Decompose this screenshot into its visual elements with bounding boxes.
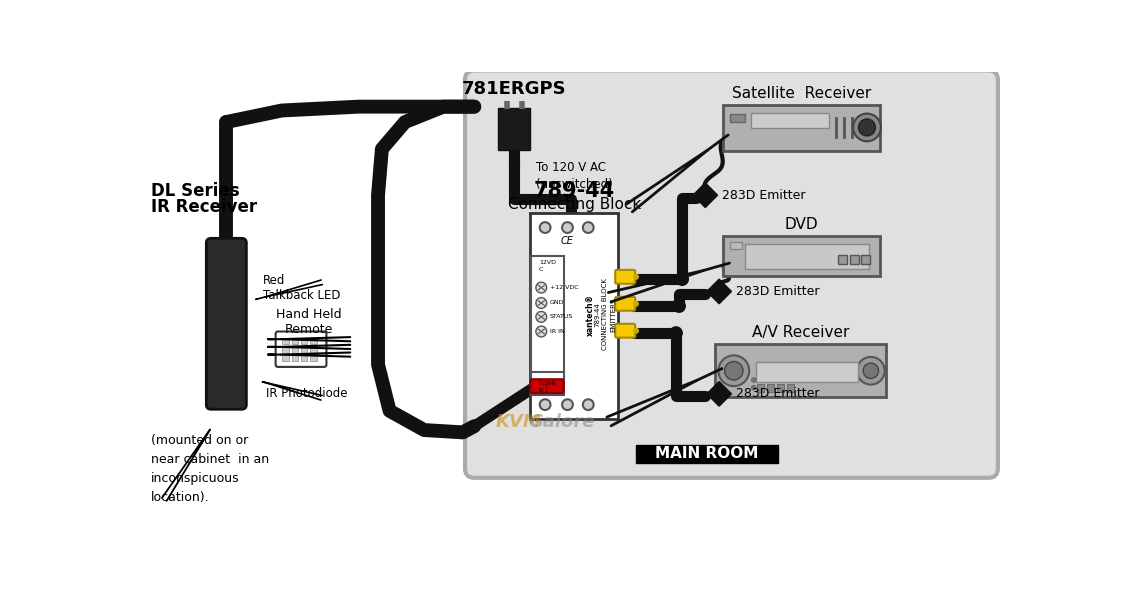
FancyBboxPatch shape — [750, 113, 829, 128]
FancyBboxPatch shape — [730, 242, 742, 249]
Polygon shape — [693, 183, 718, 208]
Polygon shape — [706, 279, 731, 304]
Circle shape — [583, 222, 594, 233]
Text: Red
Talkback LED: Red Talkback LED — [255, 274, 340, 302]
Circle shape — [540, 222, 550, 233]
FancyBboxPatch shape — [838, 255, 847, 264]
Circle shape — [536, 282, 547, 293]
FancyBboxPatch shape — [292, 347, 299, 353]
Text: A/V Receiver: A/V Receiver — [752, 325, 849, 340]
Polygon shape — [706, 382, 731, 406]
Text: 283D Emitter: 283D Emitter — [736, 285, 820, 298]
Text: 789-44: 789-44 — [594, 302, 601, 327]
Circle shape — [751, 377, 756, 382]
Text: 283D Emitter: 283D Emitter — [736, 388, 820, 400]
Text: GND: GND — [550, 301, 564, 305]
Text: 781ERGPS: 781ERGPS — [462, 80, 567, 98]
FancyBboxPatch shape — [850, 255, 859, 264]
Circle shape — [563, 222, 573, 233]
Text: Hand Held
Remote: Hand Held Remote — [276, 308, 341, 336]
Text: Connecting Block: Connecting Block — [508, 197, 641, 212]
FancyBboxPatch shape — [636, 445, 778, 463]
Text: CE: CE — [562, 236, 574, 247]
Text: (mounted on or
near cabinet  in an
inconspicuous
location).: (mounted on or near cabinet in an incons… — [150, 434, 270, 504]
Text: STATUS: STATUS — [550, 314, 573, 319]
Text: 283D Emitter: 283D Emitter — [722, 188, 805, 202]
FancyBboxPatch shape — [715, 344, 886, 397]
FancyBboxPatch shape — [531, 371, 564, 395]
FancyBboxPatch shape — [767, 385, 774, 392]
FancyBboxPatch shape — [730, 115, 746, 122]
FancyBboxPatch shape — [282, 338, 289, 344]
FancyBboxPatch shape — [530, 213, 619, 419]
Text: xantech®: xantech® — [585, 293, 594, 335]
Circle shape — [719, 355, 749, 386]
FancyBboxPatch shape — [615, 297, 636, 311]
FancyBboxPatch shape — [275, 331, 327, 367]
FancyBboxPatch shape — [207, 238, 246, 409]
FancyBboxPatch shape — [723, 105, 880, 151]
Circle shape — [864, 363, 878, 379]
FancyBboxPatch shape — [723, 236, 880, 276]
FancyBboxPatch shape — [615, 270, 636, 284]
Text: IR Photodiode: IR Photodiode — [262, 382, 348, 400]
Text: KVM: KVM — [496, 413, 541, 431]
Text: 789-44: 789-44 — [533, 181, 615, 202]
Text: +12 VDC: +12 VDC — [550, 285, 578, 290]
FancyBboxPatch shape — [746, 244, 868, 269]
Text: To 120 V AC
(unswitched): To 120 V AC (unswitched) — [536, 161, 613, 191]
FancyBboxPatch shape — [282, 347, 289, 353]
Text: EMITTERS: EMITTERS — [610, 298, 615, 332]
Text: C: C — [539, 266, 544, 272]
FancyBboxPatch shape — [777, 385, 784, 392]
FancyBboxPatch shape — [301, 338, 308, 344]
Text: MAIN ROOM: MAIN ROOM — [655, 446, 758, 461]
FancyBboxPatch shape — [282, 355, 289, 361]
FancyBboxPatch shape — [861, 255, 870, 264]
Circle shape — [633, 275, 638, 279]
Circle shape — [676, 273, 688, 285]
Text: Galore: Galore — [528, 413, 595, 431]
Circle shape — [858, 119, 876, 136]
FancyBboxPatch shape — [757, 385, 764, 392]
Circle shape — [536, 298, 547, 308]
FancyBboxPatch shape — [756, 362, 858, 382]
Circle shape — [536, 326, 547, 337]
Circle shape — [536, 311, 547, 322]
FancyBboxPatch shape — [531, 256, 564, 373]
Circle shape — [633, 301, 638, 306]
Circle shape — [563, 399, 573, 410]
Circle shape — [669, 327, 682, 339]
Text: DVD: DVD — [785, 217, 819, 232]
Circle shape — [540, 399, 550, 410]
Text: Satellite  Receiver: Satellite Receiver — [732, 86, 871, 101]
FancyBboxPatch shape — [301, 355, 308, 361]
FancyBboxPatch shape — [301, 347, 308, 353]
Text: CONNECTING BLOCK: CONNECTING BLOCK — [602, 278, 609, 350]
FancyBboxPatch shape — [465, 70, 998, 478]
Circle shape — [633, 328, 638, 333]
Circle shape — [857, 357, 885, 385]
FancyBboxPatch shape — [310, 355, 317, 361]
FancyBboxPatch shape — [530, 379, 547, 393]
FancyBboxPatch shape — [310, 347, 317, 353]
FancyBboxPatch shape — [787, 385, 794, 392]
Text: IR IN: IR IN — [550, 329, 565, 334]
FancyBboxPatch shape — [310, 338, 317, 344]
Text: RC VR: RC VR — [539, 380, 556, 386]
Text: IR: IR — [539, 388, 545, 392]
Circle shape — [673, 300, 685, 312]
FancyBboxPatch shape — [292, 355, 299, 361]
Circle shape — [853, 113, 880, 141]
Circle shape — [583, 399, 594, 410]
Circle shape — [751, 385, 756, 390]
Circle shape — [724, 362, 743, 380]
FancyBboxPatch shape — [547, 379, 564, 393]
FancyBboxPatch shape — [615, 324, 636, 338]
FancyBboxPatch shape — [499, 108, 530, 150]
Text: IR Receiver: IR Receiver — [150, 198, 257, 216]
Text: 12VD: 12VD — [539, 260, 556, 265]
FancyBboxPatch shape — [292, 338, 299, 344]
Text: DL Series: DL Series — [150, 182, 239, 200]
